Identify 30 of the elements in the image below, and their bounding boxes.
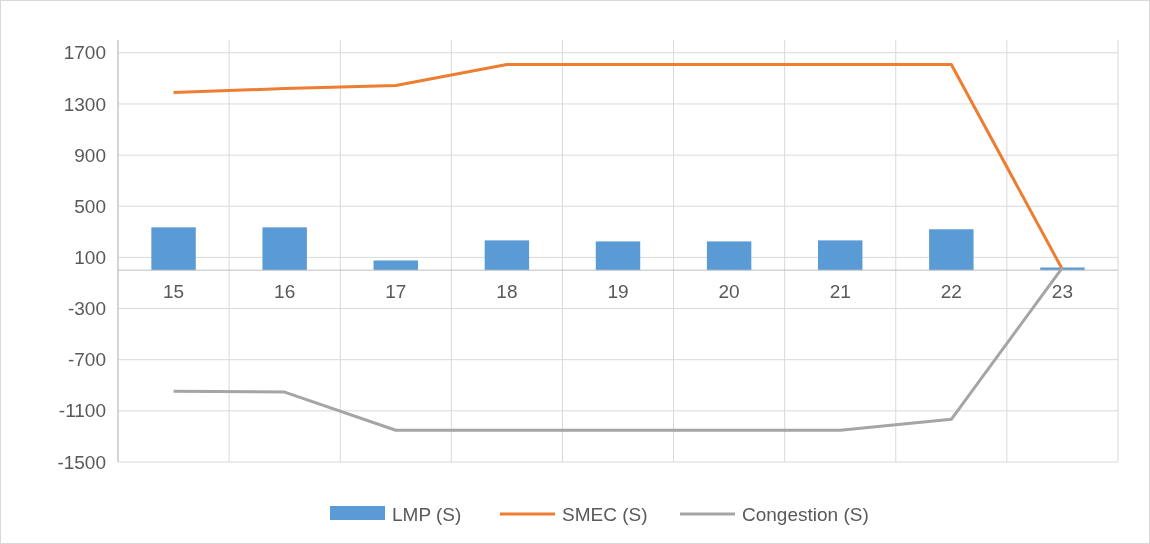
x-tick-label: 17	[385, 281, 407, 303]
bar	[262, 227, 307, 271]
legend-label: SMEC (S)	[562, 503, 648, 525]
bar	[595, 241, 641, 271]
x-tick-label: 23	[1051, 281, 1074, 303]
x-tick-label: 22	[940, 281, 962, 303]
bar	[929, 229, 974, 271]
x-tick-label: 16	[274, 281, 296, 303]
x-tick-label: 20	[718, 281, 740, 303]
y-tick-label: -700	[67, 349, 106, 371]
bar	[151, 227, 196, 271]
x-tick-label: 15	[162, 281, 185, 303]
x-tick-label: 18	[496, 281, 518, 303]
x-tick-label: 21	[829, 281, 851, 303]
y-tick-label: -1100	[58, 400, 106, 422]
legend-label: Congestion (S)	[742, 503, 869, 525]
y-tick-label: 1700	[63, 42, 106, 64]
bar	[706, 241, 752, 271]
y-tick-label: -1500	[57, 451, 106, 473]
bar	[484, 240, 530, 271]
bar	[1040, 267, 1085, 271]
legend-label: LMP (S)	[392, 503, 462, 525]
bar	[818, 240, 863, 271]
y-tick-label: 1300	[63, 93, 106, 115]
y-tick-label: 500	[74, 195, 106, 217]
y-tick-label: -300	[67, 298, 106, 320]
y-tick-label: 100	[74, 247, 106, 269]
bar	[373, 260, 418, 271]
y-tick-label: 900	[74, 144, 106, 166]
x-tick-label: 19	[607, 281, 629, 303]
